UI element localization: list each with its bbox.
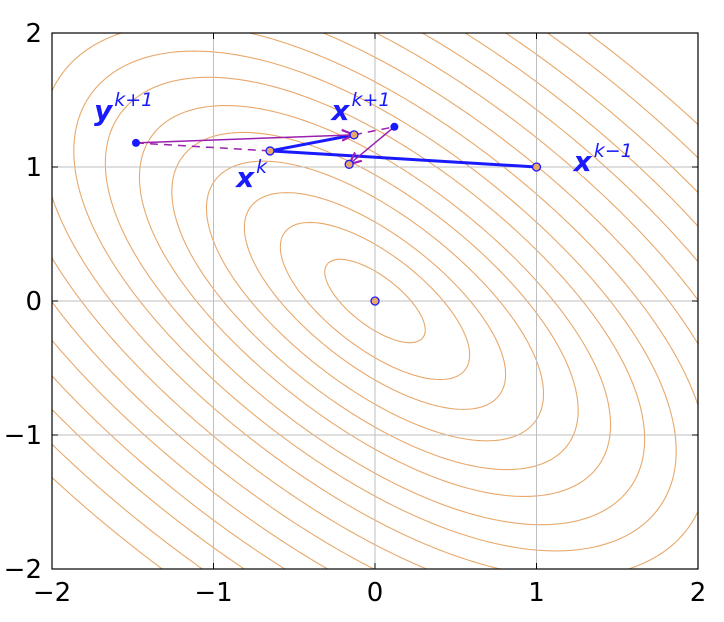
x-tick-label: −1 [194, 578, 232, 608]
iterate-path-arrow [349, 126, 395, 165]
iterate-path-solid [269, 133, 537, 169]
contour-level [205, 160, 545, 442]
point-label: y k+1 [94, 89, 153, 127]
iterate-points [131, 122, 542, 306]
point-y_kp1 [131, 138, 140, 147]
iterate-path-arrow [135, 135, 354, 144]
contour-level [243, 192, 507, 410]
iterate-path-dashed [135, 142, 271, 152]
contour-level [52, 33, 698, 569]
point-label-main: x [572, 145, 593, 178]
contour-level [52, 33, 698, 569]
point-label: x k+1 [329, 89, 390, 127]
y-tick-label: −1 [4, 421, 42, 451]
x-axis-ticks: −2 −1 0 1 2 [33, 33, 706, 608]
x-tick-label: 2 [690, 578, 707, 608]
point-x_kp1 [349, 130, 359, 140]
point-optimum [370, 296, 380, 306]
x-tick-label: −2 [33, 578, 71, 608]
contour-level [52, 33, 698, 569]
contour-level [279, 221, 471, 381]
point-label-main: x [329, 94, 350, 127]
point-label: x k−1 [572, 140, 633, 178]
x-tick-label: 1 [528, 578, 545, 608]
contour-level [52, 33, 698, 569]
y-tick-label: 2 [25, 19, 42, 49]
point-label-sup: k+1 [351, 89, 390, 111]
contour-level [52, 33, 698, 569]
contour-level [73, 50, 677, 552]
point-label-sup: k−1 [594, 140, 633, 162]
point-x_k [265, 146, 275, 156]
point-label-main: x [234, 161, 255, 194]
contour-level [52, 33, 698, 569]
point-extra_top [390, 122, 399, 131]
point-label-sup: k+1 [114, 89, 153, 111]
x-tick-label: 0 [367, 578, 384, 608]
contour-level [52, 33, 698, 569]
point-extra_mid [344, 159, 354, 169]
contour-level [324, 258, 426, 344]
point-x_km1 [531, 162, 542, 172]
contour-level [52, 33, 698, 569]
y-tick-label: 0 [25, 287, 42, 317]
y-tick-label: 1 [25, 153, 42, 183]
contour-level [104, 76, 646, 526]
contour-lines [52, 33, 698, 569]
y-tick-label: −2 [4, 555, 42, 585]
point-labels: y k+1 x k+1x k x k−1 [94, 89, 633, 194]
y-axis-ticks: −2 −1 0 1 2 [4, 19, 698, 585]
point-label-sup: k [256, 156, 268, 178]
contour-level [138, 105, 612, 497]
contour-level [171, 131, 579, 471]
iterate-path-dashed [353, 126, 395, 136]
point-label-main: y [94, 94, 114, 127]
